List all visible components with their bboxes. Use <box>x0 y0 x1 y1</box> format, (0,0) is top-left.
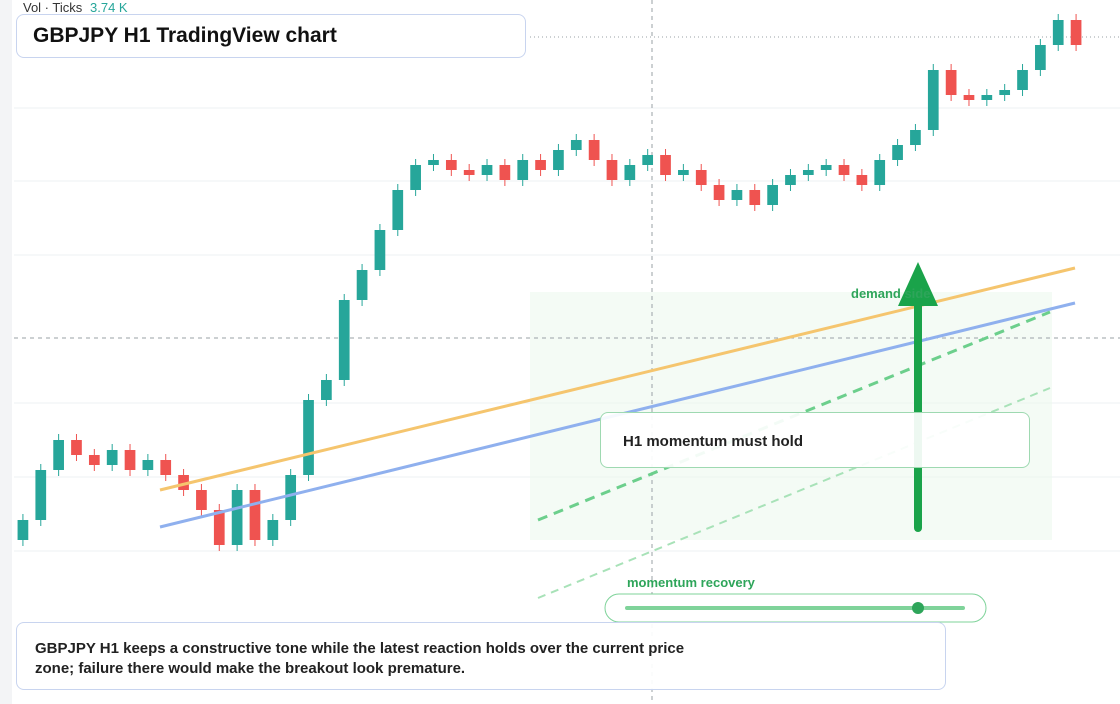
candle-body <box>392 190 404 230</box>
slider-knob[interactable] <box>912 602 924 614</box>
summary-box: GBPJPY H1 keeps a constructive tone whil… <box>16 622 946 690</box>
candle-body <box>570 140 582 150</box>
candle-body <box>1070 20 1082 45</box>
candle-body <box>374 230 386 270</box>
candle-body <box>445 160 457 170</box>
candle-body <box>874 160 886 185</box>
candle-body <box>106 450 118 465</box>
candle-body <box>178 475 189 490</box>
title-box: GBPJPY H1 TradingView chart <box>16 14 526 58</box>
candle-body <box>981 95 993 100</box>
candle-body <box>321 380 332 400</box>
candle-body <box>303 400 314 475</box>
candle-body <box>749 190 761 205</box>
demand-label: demand side <box>851 286 930 301</box>
candle-body <box>820 165 832 170</box>
candle-body <box>160 460 172 475</box>
hold-label: H1 momentum must hold <box>623 433 804 450</box>
candle-body <box>356 270 368 300</box>
arrow-head <box>898 262 938 306</box>
candle-body <box>731 190 743 200</box>
candle-body <box>267 520 279 540</box>
candle-body <box>892 145 903 160</box>
candle-body <box>17 520 29 540</box>
candle-body <box>660 155 671 175</box>
candle-body <box>231 490 243 545</box>
candle-body <box>767 185 778 205</box>
candle-body <box>945 70 957 95</box>
candle-body <box>517 160 529 180</box>
candle-body <box>678 170 689 175</box>
candle-body <box>35 470 47 520</box>
summary: GBPJPY H1 keeps a constructive tone whil… <box>35 640 685 677</box>
candle-body <box>695 170 707 185</box>
candle-body <box>999 90 1011 95</box>
candle-body <box>463 170 475 175</box>
candle-body <box>606 160 618 180</box>
candle-body <box>963 95 975 100</box>
candle-body <box>535 160 546 170</box>
candle-body <box>124 450 136 470</box>
candle-body <box>71 440 82 455</box>
candle-body <box>410 165 421 190</box>
candle-body <box>1017 70 1028 90</box>
candle-body <box>785 175 796 185</box>
candle-body <box>142 460 154 470</box>
candle-body <box>927 70 939 130</box>
volume-label: Vol · Ticks <box>23 0 83 15</box>
volume-value: 3.74 K <box>90 0 128 15</box>
candle-body <box>88 455 100 465</box>
candle-body <box>1052 20 1064 45</box>
candle-body <box>249 490 261 540</box>
candle-body <box>553 150 564 170</box>
hold-box: H1 momentum must hold <box>600 412 1030 468</box>
candle-body <box>285 475 297 520</box>
candle-body <box>802 170 814 175</box>
candle-body <box>196 490 207 510</box>
candle-body <box>910 130 921 145</box>
candle-body <box>713 185 725 200</box>
candles <box>17 14 1082 551</box>
candle-body <box>428 160 439 165</box>
left-edge <box>0 0 12 704</box>
candle-body <box>481 165 493 175</box>
candle-body <box>642 155 654 165</box>
candle-body <box>1035 45 1046 70</box>
candle-body <box>499 165 511 180</box>
title: GBPJPY H1 TradingView chart <box>33 24 337 47</box>
candle-body <box>213 510 225 545</box>
candle-body <box>588 140 600 160</box>
recovery-label: momentum recovery <box>627 575 756 590</box>
candle-body <box>338 300 350 380</box>
candle-body <box>53 440 64 470</box>
candle-body <box>838 165 850 175</box>
candle-body <box>624 165 636 180</box>
candle-body <box>856 175 868 185</box>
